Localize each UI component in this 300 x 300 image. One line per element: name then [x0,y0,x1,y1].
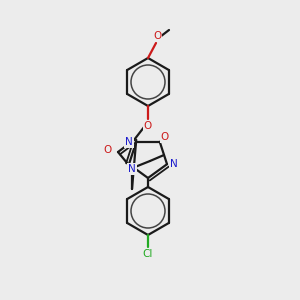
Text: N: N [125,137,133,147]
Text: N: N [128,164,136,174]
Text: O: O [144,121,152,131]
Text: N: N [170,159,178,169]
Text: O: O [103,145,111,155]
Text: Cl: Cl [143,249,153,259]
Text: O: O [160,132,169,142]
Text: O: O [153,31,161,41]
